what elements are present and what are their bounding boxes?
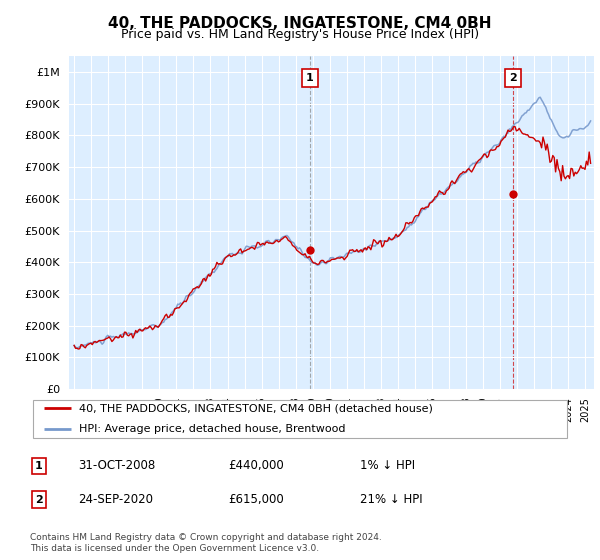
Text: 1: 1 bbox=[35, 461, 43, 471]
Text: 1: 1 bbox=[306, 73, 314, 83]
Text: 21% ↓ HPI: 21% ↓ HPI bbox=[360, 493, 422, 506]
Text: 40, THE PADDOCKS, INGATESTONE, CM4 0BH: 40, THE PADDOCKS, INGATESTONE, CM4 0BH bbox=[108, 16, 492, 31]
Text: 31-OCT-2008: 31-OCT-2008 bbox=[78, 459, 155, 473]
Text: £440,000: £440,000 bbox=[228, 459, 284, 473]
Text: 24-SEP-2020: 24-SEP-2020 bbox=[78, 493, 153, 506]
Text: £615,000: £615,000 bbox=[228, 493, 284, 506]
Text: Price paid vs. HM Land Registry's House Price Index (HPI): Price paid vs. HM Land Registry's House … bbox=[121, 28, 479, 41]
Text: 1% ↓ HPI: 1% ↓ HPI bbox=[360, 459, 415, 473]
Text: HPI: Average price, detached house, Brentwood: HPI: Average price, detached house, Bren… bbox=[79, 424, 345, 434]
Text: 40, THE PADDOCKS, INGATESTONE, CM4 0BH (detached house): 40, THE PADDOCKS, INGATESTONE, CM4 0BH (… bbox=[79, 403, 433, 413]
Text: 2: 2 bbox=[35, 494, 43, 505]
Text: Contains HM Land Registry data © Crown copyright and database right 2024.
This d: Contains HM Land Registry data © Crown c… bbox=[30, 533, 382, 553]
Text: 2: 2 bbox=[509, 73, 517, 83]
FancyBboxPatch shape bbox=[33, 400, 568, 437]
